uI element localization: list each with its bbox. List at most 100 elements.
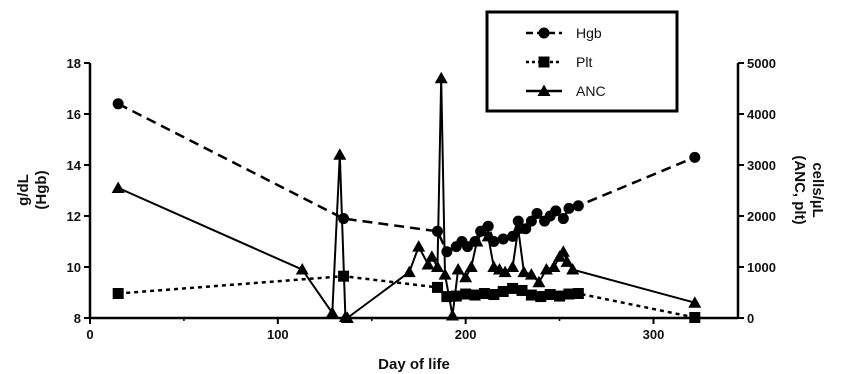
- data-point-anc: [459, 270, 473, 283]
- series-line-anc: [117, 77, 696, 319]
- data-point-anc: [481, 229, 495, 242]
- left-tick-label: 14: [67, 158, 82, 173]
- data-point-plt: [460, 288, 472, 300]
- data-point-plt: [563, 288, 575, 300]
- legend: Hgb Plt ANC: [485, 10, 679, 113]
- data-point-plt: [469, 289, 481, 301]
- left-tick-label: 16: [67, 107, 81, 122]
- data-point-anc: [560, 255, 574, 267]
- left-tick-label: 8: [74, 311, 81, 326]
- series-line-hgb: [117, 102, 696, 253]
- right-tick-label: 0: [747, 311, 754, 326]
- data-point-plt: [450, 290, 462, 302]
- legend-hgb-label: Hgb: [576, 25, 602, 41]
- data-point-plt: [544, 289, 556, 301]
- axes: 0 100 200 300 8 10 12 14 16 18 0 1000 2000 3000 4000 50…: [67, 56, 776, 342]
- data-point-hgb: [550, 205, 562, 217]
- legend-anc-label: ANC: [576, 83, 606, 99]
- data-point-plt: [572, 288, 584, 300]
- right-tick-label: 4000: [747, 107, 776, 122]
- data-point-anc: [333, 148, 347, 160]
- data-point-anc: [547, 260, 561, 272]
- legend-box: [485, 10, 679, 113]
- data-point-anc: [425, 250, 439, 262]
- data-point-anc: [517, 265, 531, 278]
- left-axis-title-line-1: g/dL: [15, 174, 32, 206]
- data-point-anc: [412, 240, 426, 252]
- data-point-anc: [464, 260, 478, 272]
- data-point-anc: [556, 245, 570, 257]
- x-tick-label: 100: [267, 327, 289, 342]
- left-tick-label: 18: [67, 56, 81, 71]
- data-point-anc: [688, 296, 702, 308]
- left-tick-label: 12: [67, 209, 81, 224]
- data-point-hgb: [441, 246, 453, 258]
- data-point-hgb: [525, 215, 537, 227]
- x-tick-label: 0: [86, 327, 93, 342]
- right-axis-title-line-1: cells/µL: [809, 162, 826, 217]
- data-point-anc: [451, 263, 465, 275]
- legend-plt-label: Plt: [576, 54, 592, 70]
- right-tick-label: 3000: [747, 158, 776, 173]
- data-point-anc: [476, 224, 490, 237]
- legend-item-anc: ANC: [526, 83, 606, 99]
- data-point-anc: [325, 306, 339, 318]
- data-point-anc: [511, 222, 525, 234]
- right-tick-label: 1000: [747, 260, 776, 275]
- data-point-plt: [478, 288, 490, 300]
- data-point-hgb: [689, 151, 701, 163]
- data-point-plt: [554, 290, 566, 302]
- data-point-plt: [535, 291, 547, 303]
- data-point-plt: [525, 289, 537, 301]
- legend-plt-marker: [538, 56, 550, 68]
- data-point-plt: [689, 311, 701, 323]
- series-plt: [112, 270, 701, 323]
- left-axis-title: g/dL (Hgb): [15, 170, 50, 209]
- data-point-plt: [516, 284, 528, 296]
- series-hgb: [112, 98, 701, 258]
- legend-hgb-marker: [538, 27, 550, 39]
- left-axis-title-line-2: (Hgb): [33, 170, 50, 209]
- right-axis-title: cells/µL (ANC, plt): [791, 155, 826, 224]
- data-point-hgb: [338, 213, 350, 225]
- data-point-anc: [506, 260, 520, 272]
- x-tick-label: 200: [455, 327, 477, 342]
- data-point-anc: [566, 263, 580, 275]
- data-point-anc: [470, 235, 484, 247]
- data-point-plt: [497, 285, 509, 297]
- left-tick-label: 10: [67, 260, 81, 275]
- data-point-anc: [111, 181, 125, 193]
- data-point-hgb: [112, 98, 124, 110]
- data-point-hgb: [482, 220, 494, 232]
- data-point-anc: [498, 265, 512, 278]
- data-point-hgb: [512, 215, 524, 227]
- series-layer: [111, 71, 702, 323]
- data-point-plt: [112, 288, 124, 300]
- data-point-anc: [421, 257, 435, 270]
- data-point-hgb: [572, 200, 584, 212]
- data-point-anc: [430, 260, 444, 272]
- x-tick-label: 300: [643, 327, 665, 342]
- data-point-anc: [524, 268, 538, 280]
- data-point-plt: [507, 282, 519, 294]
- data-point-anc: [295, 263, 309, 275]
- data-point-anc: [402, 265, 416, 278]
- data-point-hgb: [531, 207, 543, 219]
- x-axis-title: Day of life: [378, 356, 450, 373]
- legend-item-hgb: Hgb: [526, 25, 602, 41]
- data-point-anc: [532, 275, 546, 288]
- data-point-hgb: [563, 202, 575, 214]
- data-point-anc: [434, 71, 448, 84]
- right-axis-title-line-2: (ANC, plt): [791, 155, 808, 224]
- right-tick-label: 5000: [747, 56, 776, 71]
- data-point-hgb: [497, 233, 509, 245]
- right-tick-label: 2000: [747, 209, 776, 224]
- data-point-plt: [441, 291, 453, 303]
- series-anc: [111, 71, 702, 323]
- data-point-hgb: [557, 213, 569, 225]
- data-point-plt: [431, 281, 443, 293]
- data-point-anc: [438, 268, 452, 280]
- data-point-anc: [340, 311, 354, 323]
- legend-anc-marker: [537, 84, 551, 96]
